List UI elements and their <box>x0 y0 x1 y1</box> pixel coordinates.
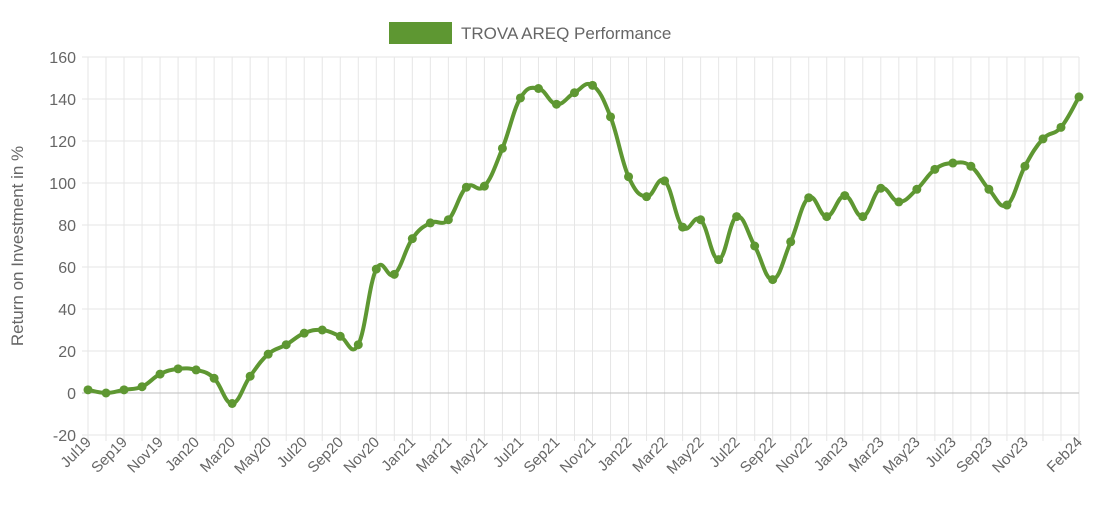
data-point[interactable] <box>173 364 183 374</box>
x-tick-label: Sep23 <box>953 434 996 477</box>
series <box>83 80 1084 408</box>
data-point[interactable] <box>1038 134 1048 144</box>
data-point[interactable] <box>281 340 291 350</box>
x-tick-label: May23 <box>880 434 924 478</box>
data-point[interactable] <box>930 164 940 174</box>
grid <box>82 56 1080 441</box>
data-point[interactable] <box>191 365 201 375</box>
data-point[interactable] <box>497 143 507 153</box>
data-point[interactable] <box>912 184 922 194</box>
data-point[interactable] <box>840 191 850 201</box>
x-tick-label: Sep21 <box>521 434 564 477</box>
x-tick-label: Jan21 <box>378 434 419 475</box>
x-tick-label: Jan20 <box>162 434 203 475</box>
data-point[interactable] <box>299 328 309 338</box>
y-tick-label: 100 <box>49 176 76 193</box>
data-point[interactable] <box>407 234 417 244</box>
data-point[interactable] <box>768 275 778 285</box>
data-point[interactable] <box>335 331 345 341</box>
x-tick-label: Mar22 <box>629 434 671 476</box>
data-point[interactable] <box>353 340 363 350</box>
data-point[interactable] <box>732 212 742 222</box>
legend[interactable]: TROVA AREQ Performance <box>389 22 671 44</box>
data-point[interactable] <box>1002 200 1012 210</box>
data-point[interactable] <box>660 176 670 186</box>
data-point[interactable] <box>533 84 543 93</box>
x-tick-label: Feb24 <box>1044 434 1086 476</box>
data-point[interactable] <box>137 382 147 392</box>
data-point[interactable] <box>858 212 868 222</box>
data-point[interactable] <box>569 88 579 98</box>
data-point[interactable] <box>461 182 471 192</box>
x-tick-label: Jan22 <box>594 434 635 475</box>
data-point[interactable] <box>1020 161 1030 171</box>
y-tick-label: 20 <box>58 344 76 361</box>
y-tick-label: 0 <box>67 386 76 403</box>
data-point[interactable] <box>624 172 634 182</box>
x-tick-label: May21 <box>447 434 491 478</box>
data-point[interactable] <box>1074 92 1084 102</box>
y-tick-label: 140 <box>49 92 76 109</box>
x-tick-label: Mar20 <box>197 434 239 476</box>
data-point[interactable] <box>443 215 453 225</box>
data-point[interactable] <box>588 80 598 90</box>
data-point[interactable] <box>984 184 994 194</box>
x-tick-label: Sep19 <box>88 434 131 477</box>
x-tick-label: Mar23 <box>846 434 888 476</box>
data-point[interactable] <box>804 193 814 203</box>
data-point[interactable] <box>966 161 976 171</box>
x-tick-label: May20 <box>231 434 275 478</box>
x-tick-label: Sep20 <box>304 434 347 477</box>
data-point[interactable] <box>209 373 219 383</box>
y-tick-label: -20 <box>53 428 76 445</box>
data-point[interactable] <box>642 192 652 202</box>
data-point[interactable] <box>750 241 760 251</box>
x-tick-label: Nov22 <box>773 434 816 477</box>
data-point[interactable] <box>263 349 273 359</box>
x-tick-label: Nov21 <box>557 434 600 477</box>
data-point[interactable] <box>606 112 616 122</box>
data-point[interactable] <box>227 399 237 408</box>
series-line <box>86 81 1081 406</box>
data-point[interactable] <box>894 197 904 207</box>
data-point[interactable] <box>822 212 832 222</box>
data-point[interactable] <box>479 181 489 191</box>
data-point[interactable] <box>1056 122 1066 132</box>
y-tick-label: 40 <box>58 302 76 319</box>
data-point[interactable] <box>83 385 93 395</box>
data-point[interactable] <box>876 183 886 193</box>
y-tick-label: 80 <box>58 218 76 235</box>
axes: 160140120100806040200-20Jul19Sep19Nov19J… <box>49 50 1086 478</box>
data-point[interactable] <box>371 264 381 274</box>
data-point[interactable] <box>425 218 435 228</box>
data-point[interactable] <box>714 255 724 265</box>
data-point[interactable] <box>786 237 796 247</box>
y-tick-label: 120 <box>49 134 76 151</box>
legend-swatch <box>389 22 452 44</box>
x-tick-label: Mar21 <box>413 434 455 476</box>
x-tick-label: Jan23 <box>811 434 852 475</box>
y-tick-label: 60 <box>58 260 76 277</box>
data-point[interactable] <box>389 269 399 279</box>
data-point[interactable] <box>155 369 165 379</box>
x-tick-label: May22 <box>664 434 708 478</box>
data-point[interactable] <box>245 371 255 381</box>
x-tick-label: Nov23 <box>989 434 1032 477</box>
data-point[interactable] <box>101 388 111 398</box>
y-tick-label: 160 <box>49 50 76 67</box>
x-tick-label: Nov19 <box>124 434 167 477</box>
x-tick-label: Nov20 <box>340 434 383 477</box>
legend-label: TROVA AREQ Performance <box>461 24 671 43</box>
data-point[interactable] <box>948 158 958 168</box>
data-point[interactable] <box>317 325 327 335</box>
data-point[interactable] <box>515 93 525 103</box>
data-point[interactable] <box>678 222 688 232</box>
data-point[interactable] <box>551 99 561 109</box>
data-point[interactable] <box>696 215 706 225</box>
x-tick-label: Sep22 <box>737 434 780 477</box>
y-axis-label: Return on Investment in % <box>8 146 27 346</box>
data-point[interactable] <box>119 385 129 395</box>
